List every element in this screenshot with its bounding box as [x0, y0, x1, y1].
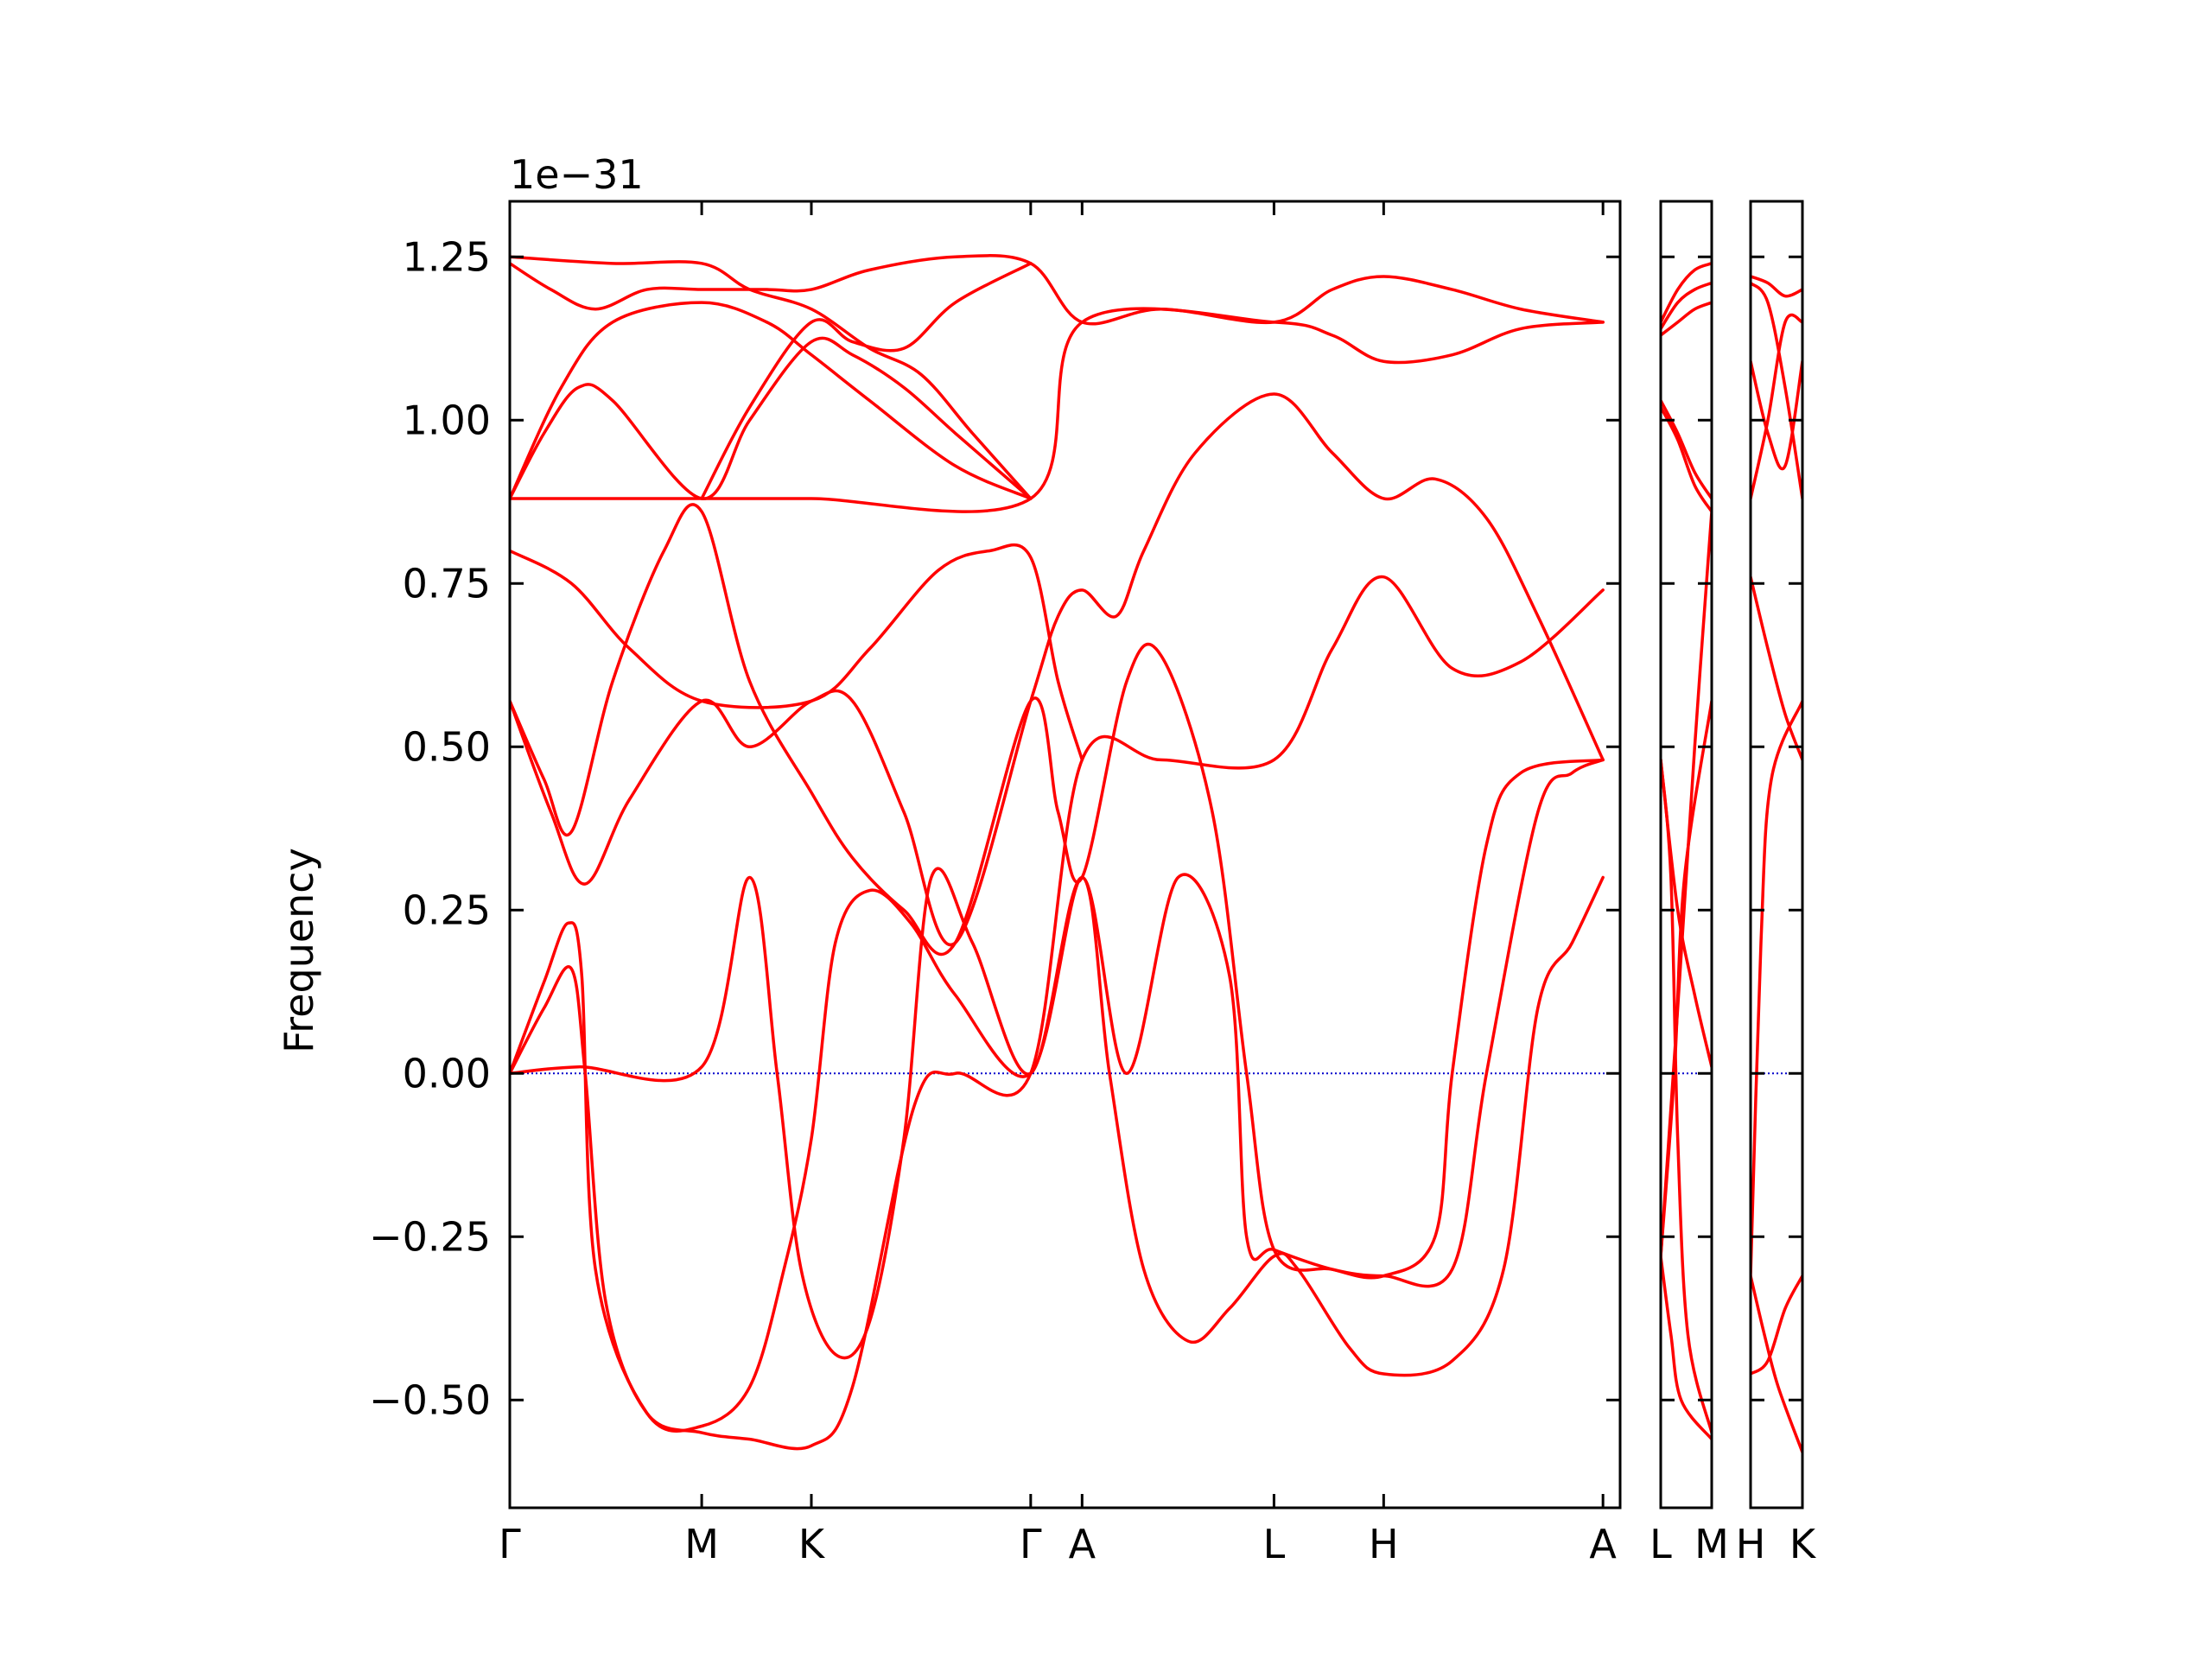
y-tick-label: 0.50 — [403, 723, 491, 770]
y-tick-label: 1.00 — [403, 397, 491, 443]
band-line-6 — [510, 543, 1084, 762]
x-tick-label-3: K — [798, 1521, 826, 1567]
band-line-4 — [1751, 313, 1802, 500]
band-line-12 — [700, 262, 1033, 500]
band-line-4 — [1661, 398, 1712, 500]
band-line-1 — [1751, 275, 1802, 298]
x-tick-label-1: L — [1649, 1521, 1672, 1567]
y-tick-label: 1.25 — [403, 233, 491, 280]
x-tick-label-2: K — [1789, 1521, 1817, 1567]
panel-plot-area — [510, 253, 1620, 1451]
panel-plot-area — [1661, 262, 1712, 1441]
x-tick-label-1: Γ — [499, 1521, 521, 1567]
y-axis-label: Frequency — [276, 848, 322, 1053]
x-tick-label-2: M — [684, 1521, 719, 1567]
band-line-1 — [510, 575, 1605, 1451]
x-tick-label-6: L — [1263, 1521, 1286, 1567]
band-line-7 — [510, 307, 1605, 513]
band-line-5 — [1751, 575, 1802, 762]
panel-frame — [1659, 200, 1713, 1510]
band-line-3 — [1661, 301, 1712, 337]
x-tick-label-7: H — [1369, 1521, 1399, 1567]
band-line-2 — [1661, 281, 1712, 331]
band-line-10 — [1661, 510, 1712, 1258]
band-line-7 — [1661, 758, 1712, 1434]
band-line-8 — [1661, 1255, 1712, 1441]
y-tick-label: −0.50 — [369, 1376, 491, 1423]
panel-frame — [1749, 200, 1804, 1510]
band-line-10 — [510, 255, 1033, 500]
band-line-7 — [1751, 1274, 1802, 1454]
x-tick-label-5: A — [1069, 1521, 1096, 1567]
band-line-5 — [510, 392, 1605, 947]
y-axis-offset-text: 1e−31 — [510, 151, 644, 198]
band-line-1 — [1661, 262, 1712, 324]
band-line-3 — [1751, 359, 1802, 471]
y-tick-label: 0.00 — [403, 1050, 491, 1096]
chart-panels: −0.50−0.250.000.250.500.751.001.25Γ M K Γ A L… — [369, 200, 1817, 1567]
x-tick-label-1: H — [1736, 1521, 1766, 1567]
band-line-4 — [510, 503, 1605, 1288]
panel-1: −0.50−0.250.000.250.500.751.001.25Γ M K Γ A L… — [369, 200, 1622, 1567]
x-tick-label-2: M — [1694, 1521, 1729, 1567]
band-line-3 — [510, 758, 1605, 1360]
x-tick-label-4: Γ — [1020, 1521, 1042, 1567]
x-tick-label-8: A — [1589, 1521, 1617, 1567]
panel-frame — [508, 200, 1622, 1510]
y-tick-label: −0.25 — [369, 1213, 491, 1260]
y-tick-label: 0.25 — [403, 887, 491, 933]
band-line-9 — [510, 301, 1033, 500]
band-line-8 — [510, 336, 1033, 500]
y-tick-label: 0.75 — [403, 560, 491, 607]
band-line-8 — [1751, 1274, 1802, 1376]
